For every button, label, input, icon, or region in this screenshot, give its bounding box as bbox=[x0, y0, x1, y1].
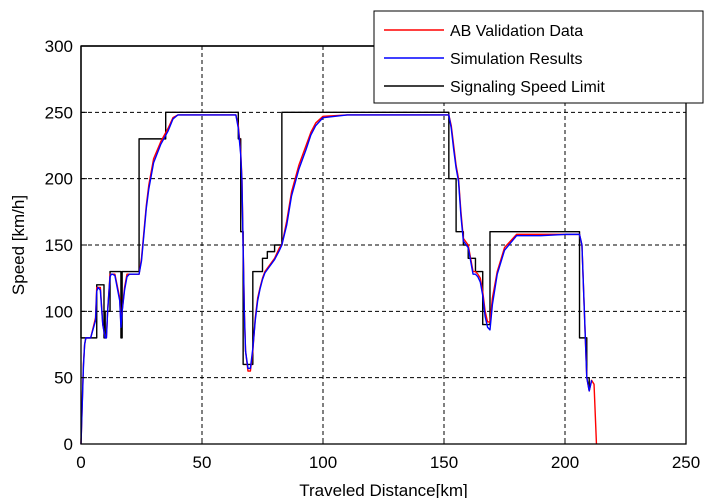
y-tick-label: 150 bbox=[45, 236, 73, 255]
legend-label: Signaling Speed Limit bbox=[450, 79, 605, 96]
x-tick-label: 200 bbox=[551, 453, 579, 472]
y-axis-label: Speed [km/h] bbox=[9, 195, 28, 295]
ticks: 0 50 100 150 200 250 0 50 100 150 200 250 300 bbox=[45, 37, 701, 472]
y-tick-label: 300 bbox=[45, 37, 73, 56]
y-tick-label: 50 bbox=[54, 369, 73, 388]
x-tick-label: 50 bbox=[193, 453, 212, 472]
legend-box bbox=[373, 10, 704, 104]
legend: AB Validation Data Simulation Results Sign… bbox=[373, 10, 704, 104]
legend-label: AB Validation Data bbox=[450, 23, 583, 40]
y-tick-label: 100 bbox=[45, 302, 73, 321]
x-tick-label: 100 bbox=[309, 453, 337, 472]
x-tick-label: 0 bbox=[76, 453, 85, 472]
simulation-results-line bbox=[80, 114, 593, 445]
x-tick-label: 250 bbox=[672, 453, 700, 472]
legend-label: Simulation Results bbox=[450, 51, 583, 68]
y-tick-label: 0 bbox=[64, 435, 73, 454]
y-tick-label: 250 bbox=[45, 103, 73, 122]
y-tick-label: 200 bbox=[45, 170, 73, 189]
x-tick-label: 150 bbox=[430, 453, 458, 472]
x-axis-label: Traveled Distance[km] bbox=[299, 481, 467, 498]
